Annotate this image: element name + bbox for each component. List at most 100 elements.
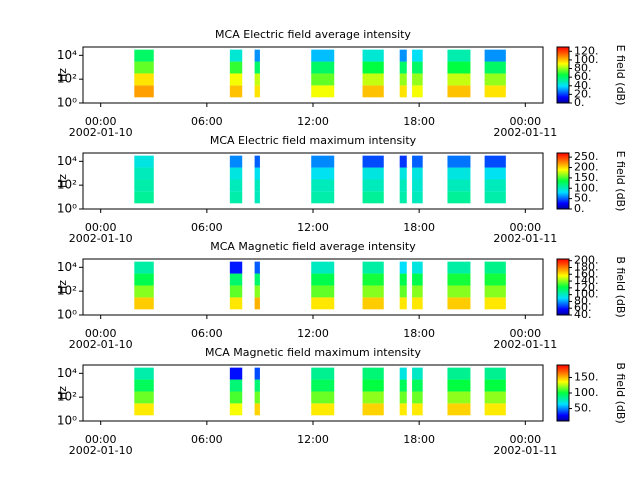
spectrogram-cell — [311, 367, 335, 380]
spectrogram-cell — [134, 73, 154, 86]
spectrogram-cell — [254, 379, 260, 392]
colorbar-tick-label: 200. — [574, 161, 599, 174]
spectrogram-cell — [311, 285, 335, 298]
spectrogram-cell — [484, 73, 506, 86]
colorbar-tick-label: 150. — [574, 171, 599, 184]
colorbar-tick-label: 40. — [574, 79, 592, 92]
spectrogram-cell — [399, 155, 407, 168]
spectrogram-cell — [412, 179, 423, 192]
spectrogram-cell — [311, 273, 335, 286]
spectrogram-cell — [362, 49, 384, 62]
spectrogram-cell — [229, 49, 243, 62]
spectrogram-cell — [311, 403, 335, 416]
x-tick-label: 06:00 — [191, 327, 223, 340]
x-tick-label: 00:00 — [85, 115, 117, 128]
colorbar-tick-label: 0. — [574, 202, 585, 215]
spectrogram-cell — [412, 367, 423, 380]
spectrogram-cell — [412, 167, 423, 180]
spectrogram-cell — [399, 261, 407, 274]
spectrogram-cell — [134, 379, 154, 392]
x-tick-label: 12:00 — [297, 221, 329, 234]
spectrogram-cell — [134, 191, 154, 204]
spectrogram-cell — [362, 367, 384, 380]
x-tick-label: 18:00 — [403, 221, 435, 234]
y-axis-label: Hz — [56, 386, 69, 400]
colorbar-tick-label: 0. — [574, 96, 585, 109]
spectrogram-cell — [399, 179, 407, 192]
spectrogram-cell — [412, 85, 423, 98]
spectrogram-cell — [447, 285, 471, 298]
spectrogram-cell — [362, 61, 384, 74]
spectrogram-cell — [484, 179, 506, 192]
y-tick-label: 10² — [57, 72, 77, 86]
spectrogram-cell — [484, 261, 506, 274]
colorbar-label: E field (dB) — [614, 45, 627, 106]
spectrogram-cell — [447, 391, 471, 404]
spectrogram-cell — [134, 155, 154, 168]
colorbar-tick-label: 140. — [574, 274, 599, 287]
colorbar-tick-label: 100. — [574, 386, 599, 399]
spectrogram-cell — [484, 297, 506, 310]
colorbar-tick-label: 60. — [574, 301, 592, 314]
colorbar-tick-label: 60. — [574, 70, 592, 83]
spectrogram-cell — [362, 261, 384, 274]
spectrogram-cell — [254, 61, 260, 74]
spectrogram-cell — [134, 61, 154, 74]
x-tick-label: 18:00 — [403, 115, 435, 128]
colorbar-tick-label: 40. — [574, 308, 592, 321]
spectrogram-cell — [362, 85, 384, 98]
spectrogram-cell — [229, 179, 243, 192]
spectrogram-cell — [229, 285, 243, 298]
colorbar-tick-label: 100. — [574, 288, 599, 301]
colorbar-tick-label: 150. — [574, 370, 599, 383]
spectrogram-cell — [254, 367, 260, 380]
spectrogram-cell — [447, 403, 471, 416]
spectrogram-cell — [229, 167, 243, 180]
y-axis-label: Hz — [56, 280, 69, 294]
spectrogram-cell — [447, 191, 471, 204]
spectrogram-cell — [447, 167, 471, 180]
spectrogram-cell — [362, 403, 384, 416]
spectrogram-cell — [362, 297, 384, 310]
spectrogram-cell — [311, 391, 335, 404]
spectrogram-cell — [311, 85, 335, 98]
spectrogram-cell — [229, 155, 243, 168]
y-tick-label: 10² — [57, 178, 77, 192]
x-tick-label: 12:00 — [297, 327, 329, 340]
spectrogram-cell — [134, 261, 154, 274]
x-tick-label: 12:00 — [297, 115, 329, 128]
colorbar-tick-label: 180. — [574, 260, 599, 273]
spectrogram-cell — [229, 391, 243, 404]
spectrogram-cell — [362, 273, 384, 286]
y-tick-label: 10⁰ — [57, 202, 77, 216]
spectrogram-cell — [484, 85, 506, 98]
x-tick-label: 00:00 — [85, 327, 117, 340]
spectrogram-cell — [412, 379, 423, 392]
y-tick-label: 10⁰ — [57, 414, 77, 428]
spectrogram-cell — [447, 297, 471, 310]
spectrogram-cell — [447, 379, 471, 392]
y-axis-label: Hz — [56, 174, 69, 188]
y-tick-label: 10⁴ — [57, 48, 77, 62]
x-tick-label: 18:00 — [403, 433, 435, 446]
x-tick-label: 06:00 — [191, 221, 223, 234]
spectrogram-cell — [311, 61, 335, 74]
spectrogram-cell — [399, 297, 407, 310]
spectrogram-cell — [134, 367, 154, 380]
spectrogram-cell — [134, 273, 154, 286]
date-label: 2002-01-10 — [69, 232, 133, 245]
spectrogram-cell — [412, 155, 423, 168]
spectrogram-cell — [311, 73, 335, 86]
spectrogram-cell — [399, 391, 407, 404]
date-label: 2002-01-11 — [493, 126, 557, 139]
date-label: 2002-01-11 — [493, 444, 557, 457]
colorbar-tick-label: 200. — [574, 254, 599, 267]
spectrogram-cell — [447, 61, 471, 74]
spectrogram-cell — [254, 155, 260, 168]
spectrogram-cell — [484, 155, 506, 168]
y-tick-label: 10⁰ — [57, 96, 77, 110]
spectrogram-cell — [484, 273, 506, 286]
spectrogram-cell — [254, 273, 260, 286]
spectrogram-cell — [134, 179, 154, 192]
